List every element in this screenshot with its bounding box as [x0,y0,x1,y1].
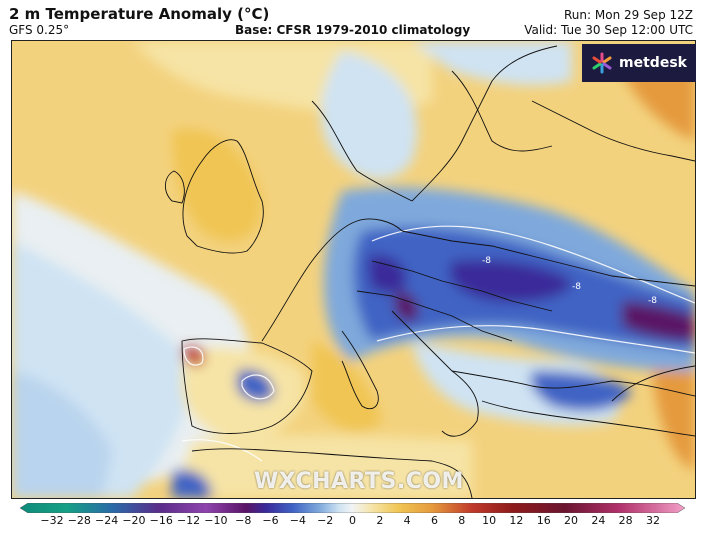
color-scale-tick-label: 2 [376,514,384,527]
contour-label: -8 [482,256,491,266]
color-scale-tick-label: 10 [482,514,497,527]
color-scale-tick-label: 12 [509,514,524,527]
color-scale-tick-label: 20 [564,514,579,527]
pinwheel-logo-icon [592,52,612,74]
map-title: 2 m Temperature Anomaly (°C) [9,5,270,23]
color-scale-tick-label: −2 [317,514,334,527]
logo-text: metdesk [619,55,687,71]
color-scale-tick-label: −24 [95,514,119,527]
color-scale-tick-label: −6 [262,514,279,527]
run-time-label: Run: Mon 29 Sep 12Z [564,8,693,22]
color-scale-tick-label: 28 [618,514,633,527]
color-scale-tick-label: 4 [403,514,411,527]
color-scale-tick-label: 8 [458,514,466,527]
color-scale-tick-label: −16 [149,514,173,527]
color-scale-bar [20,503,685,513]
model-label: GFS 0.25° [9,23,70,37]
color-scale-tick-label: −28 [67,514,91,527]
watermark: WXCHARTS.COM [254,469,464,494]
color-scale-tick-label: −20 [122,514,146,527]
contour-label: -8 [572,282,581,292]
valid-time-label: Valid: Tue 30 Sep 12:00 UTC [524,23,693,37]
metdesk-logo: metdesk [582,44,696,82]
color-scale-tick-label: −8 [235,514,252,527]
color-scale-tick-label: −4 [289,514,306,527]
color-scale-tick-label: 0 [349,514,356,527]
color-scale-tick-label: −32 [40,514,64,527]
anomaly-map[interactable]: -8 -8 -8 [11,40,696,499]
climatology-base-label: Base: CFSR 1979-2010 climatology [235,23,471,37]
color-scale-ticks: −32 −28 −24 −20 −16 −12 −10 −8 −6 −4 −2 0 2 4 6 8 10 12 16… [0,514,705,534]
color-scale-tick-label: 6 [430,514,438,527]
color-scale-tick-label: 16 [536,514,551,527]
color-scale-tick-label: 32 [646,514,660,527]
contour-label: -8 [648,296,657,306]
anomaly-map-canvas: -8 -8 -8 [12,41,695,498]
color-scale-tick-label: −10 [204,514,228,527]
color-scale-tick-label: −12 [176,514,201,527]
color-scale-tick-label: 24 [591,514,606,527]
